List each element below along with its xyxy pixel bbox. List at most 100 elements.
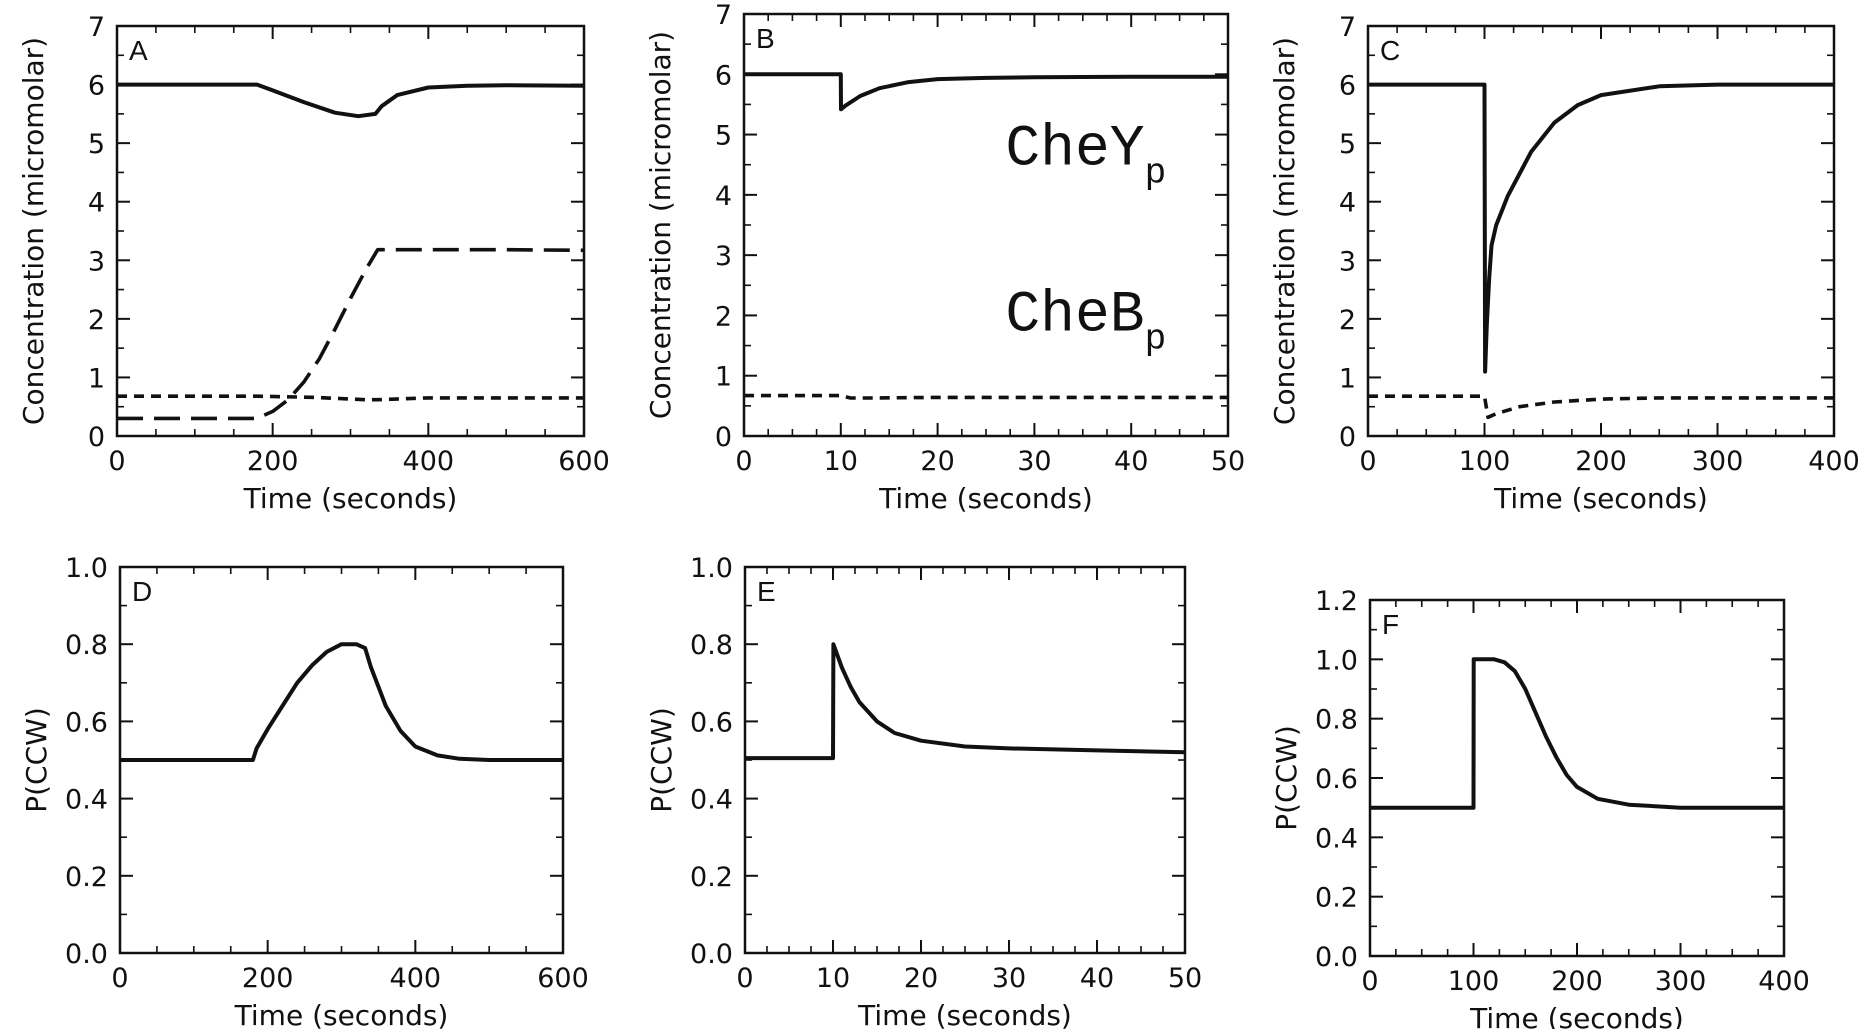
x-tick-label: 50 <box>1168 963 1202 994</box>
species-subscript: p <box>1145 153 1167 194</box>
y-tick-label: 0.8 <box>65 630 108 661</box>
y-tick-label: 6 <box>1339 71 1356 102</box>
plot-frame <box>115 24 586 438</box>
x-tick-label: 30 <box>992 963 1026 994</box>
y-axis-title: Concentration (micromolar) <box>644 31 677 419</box>
y-tick-label: 0.2 <box>65 862 108 893</box>
y-tick-label: 1.0 <box>690 553 733 584</box>
panel-letter: E <box>757 576 776 607</box>
x-tick-label: 600 <box>558 446 610 477</box>
panel-letter: A <box>129 35 148 66</box>
y-tick-label: 5 <box>1339 129 1356 160</box>
y-tick-label: 3 <box>88 246 105 277</box>
x-tick-label: 0 <box>1359 446 1376 477</box>
x-axis-title: Time (seconds) <box>1469 1002 1684 1029</box>
series-line-solid <box>744 72 1228 112</box>
x-axis-title: Time (seconds) <box>878 482 1093 515</box>
panel-letter: D <box>132 576 152 607</box>
y-tick-label: 1 <box>1339 363 1356 394</box>
x-tick-label: 50 <box>1211 446 1245 477</box>
y-tick-label: 3 <box>715 241 732 272</box>
y-tick-label: 1.2 <box>1315 586 1358 617</box>
y-tick-label: 0.0 <box>65 939 108 970</box>
y-tick-label: 4 <box>715 181 732 212</box>
y-tick-label: 0.6 <box>1315 764 1358 795</box>
x-axis-title: Time (seconds) <box>243 482 458 515</box>
x-tick-label: 300 <box>1692 446 1744 477</box>
x-tick-label: 400 <box>403 446 455 477</box>
y-tick-label: 0.4 <box>65 785 108 816</box>
x-tick-label: 40 <box>1080 963 1114 994</box>
x-tick-label: 0 <box>735 446 752 477</box>
species-name: CheB <box>1005 284 1144 349</box>
x-tick-label: 20 <box>920 446 954 477</box>
y-tick-label: 2 <box>1339 305 1356 336</box>
y-tick-label: 0.0 <box>690 939 733 970</box>
y-tick-label: 0 <box>715 422 732 453</box>
y-tick-label: 0.8 <box>690 630 733 661</box>
x-tick-label: 200 <box>242 963 294 994</box>
x-tick-label: 200 <box>1551 966 1603 997</box>
y-tick-label: 7 <box>88 12 105 43</box>
series-line-solid <box>745 642 1186 761</box>
x-tick-label: 300 <box>1655 966 1707 997</box>
species-subscript: p <box>1145 319 1167 360</box>
y-tick-label: 6 <box>715 60 732 91</box>
y-tick-label: 5 <box>715 121 732 152</box>
x-tick-label: 0 <box>736 963 753 994</box>
y-tick-label: 1 <box>88 363 105 394</box>
y-tick-label: 0.2 <box>690 862 733 893</box>
x-tick-label: 400 <box>390 963 442 994</box>
species-annotation: CheYp <box>1005 118 1166 194</box>
y-tick-label: 0.6 <box>690 707 733 738</box>
plot-frame <box>1368 598 1786 958</box>
panel-d: 0 200 400 600 0.0 0.2 0.4 0.6 0.8 1.0 Time (second… <box>20 553 589 1029</box>
y-tick-label: 7 <box>1339 12 1356 43</box>
y-axis-title: P(CCW) <box>645 707 678 813</box>
panel-letter: F <box>1382 609 1399 640</box>
y-tick-label: 2 <box>715 301 732 332</box>
x-tick-label: 10 <box>816 963 850 994</box>
y-tick-label: 0.6 <box>65 707 108 738</box>
y-tick-label: 2 <box>88 305 105 336</box>
x-tick-label: 200 <box>247 446 299 477</box>
y-tick-label: 0.4 <box>1315 823 1358 854</box>
y-tick-label: 4 <box>1339 188 1356 219</box>
y-tick-label: 1 <box>715 362 732 393</box>
y-axis-title: P(CCW) <box>1270 725 1303 831</box>
y-tick-label: 3 <box>1339 246 1356 277</box>
y-tick-label: 0.2 <box>1315 883 1358 914</box>
x-tick-label: 400 <box>1758 966 1810 997</box>
y-axis-title: Concentration (micromolar) <box>1268 37 1301 425</box>
x-tick-label: 10 <box>824 446 858 477</box>
panel-e: 0 10 20 30 40 50 0.0 0.2 0.4 0.6 0.8 1.0 Time (secon… <box>645 553 1202 1029</box>
series-line-dotted <box>1368 394 1834 420</box>
series-line-dotted <box>117 394 584 402</box>
y-tick-label: 0.8 <box>1315 705 1358 736</box>
species-annotation: CheBp <box>1005 284 1166 360</box>
x-tick-label: 100 <box>1448 966 1500 997</box>
panel-letter: B <box>756 23 775 54</box>
y-tick-label: 6 <box>88 71 105 102</box>
panel-b: 0 10 20 30 40 50 0 1 2 3 4 5 6 7 Time (seconds) Concent… <box>644 0 1245 515</box>
x-tick-label: 200 <box>1575 446 1627 477</box>
x-axis-title: Time (seconds) <box>1493 482 1708 515</box>
y-tick-label: 4 <box>88 188 105 219</box>
y-tick-label: 1.0 <box>65 553 108 584</box>
y-axis-title: P(CCW) <box>20 707 53 813</box>
x-tick-label: 20 <box>904 963 938 994</box>
panel-a: 0 200 400 600 0 1 2 3 4 5 6 7 Time (seconds) Concentr… <box>17 12 610 515</box>
x-tick-label: 400 <box>1808 446 1860 477</box>
x-tick-label: 100 <box>1459 446 1511 477</box>
panel-c: 0 100 200 300 400 0 1 2 3 4 5 6 7 Time (seconds) Conce… <box>1268 12 1860 515</box>
x-axis-title: Time (seconds) <box>234 999 449 1029</box>
series-line-solid <box>1368 82 1834 374</box>
y-tick-label: 5 <box>88 129 105 160</box>
y-tick-label: 0.4 <box>690 785 733 816</box>
series-line-dotted <box>744 393 1228 400</box>
panel-f: 0 100 200 300 400 0.0 0.2 0.4 0.6 0.8 1.0 1.2 Time (… <box>1270 586 1810 1029</box>
x-tick-label: 600 <box>537 963 589 994</box>
species-name: CheY <box>1005 118 1144 183</box>
x-tick-label: 30 <box>1017 446 1051 477</box>
y-axis-title: Concentration (micromolar) <box>17 37 50 425</box>
